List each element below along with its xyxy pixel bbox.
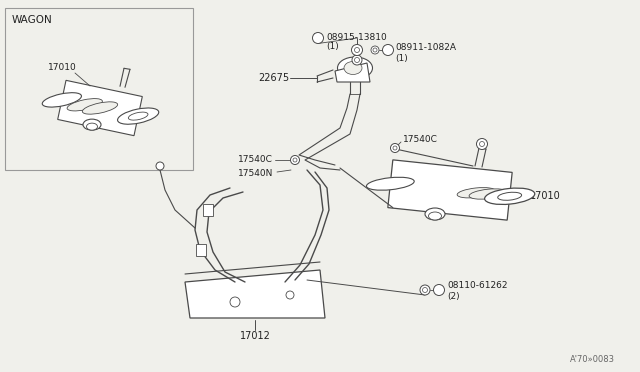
Ellipse shape [457,187,495,198]
Ellipse shape [118,108,159,124]
Polygon shape [185,270,325,318]
Circle shape [355,48,360,52]
Circle shape [293,158,297,162]
Ellipse shape [367,177,414,190]
Bar [203,204,213,216]
Circle shape [373,48,377,52]
Ellipse shape [429,212,442,220]
Text: 17540N: 17540N [237,170,273,179]
Circle shape [477,138,488,150]
Text: 17540C: 17540C [403,135,438,144]
Text: 22675: 22675 [258,73,289,83]
Ellipse shape [425,208,445,220]
Ellipse shape [337,57,372,79]
Circle shape [286,291,294,299]
Circle shape [390,144,399,153]
Text: (1): (1) [395,54,408,62]
Ellipse shape [498,192,522,200]
Text: 17010: 17010 [530,191,561,201]
Circle shape [312,32,323,44]
Text: 17010: 17010 [48,64,77,73]
Circle shape [352,55,362,65]
Text: 17540C: 17540C [238,155,273,164]
Ellipse shape [42,93,81,107]
Polygon shape [58,80,142,136]
Text: 08915-13810: 08915-13810 [326,32,387,42]
Text: 17012: 17012 [239,331,271,341]
Ellipse shape [469,189,508,199]
Ellipse shape [83,102,118,114]
Text: WAGON: WAGON [12,15,52,25]
Text: B: B [436,285,442,295]
Ellipse shape [129,112,148,120]
Text: (2): (2) [447,292,460,301]
Text: 08911-1082A: 08911-1082A [395,44,456,52]
Circle shape [422,288,428,292]
Circle shape [351,45,362,55]
Circle shape [371,46,379,54]
Ellipse shape [344,61,362,74]
Circle shape [156,162,164,170]
Text: A'70»0083: A'70»0083 [570,356,615,365]
Circle shape [291,155,300,164]
Polygon shape [388,160,512,220]
Ellipse shape [86,123,97,130]
Bar [5,8,193,170]
Text: N: N [385,45,391,55]
Text: W: W [314,33,322,42]
Circle shape [355,58,360,62]
Ellipse shape [67,99,102,111]
Circle shape [383,45,394,55]
Polygon shape [335,63,370,82]
Circle shape [479,141,484,147]
Ellipse shape [83,119,101,130]
Circle shape [420,285,430,295]
Bar [196,244,206,256]
Circle shape [393,146,397,150]
Circle shape [230,297,240,307]
Ellipse shape [484,188,535,205]
Circle shape [433,285,445,295]
Text: (1): (1) [326,42,339,51]
Text: 08110-61262: 08110-61262 [447,280,508,289]
